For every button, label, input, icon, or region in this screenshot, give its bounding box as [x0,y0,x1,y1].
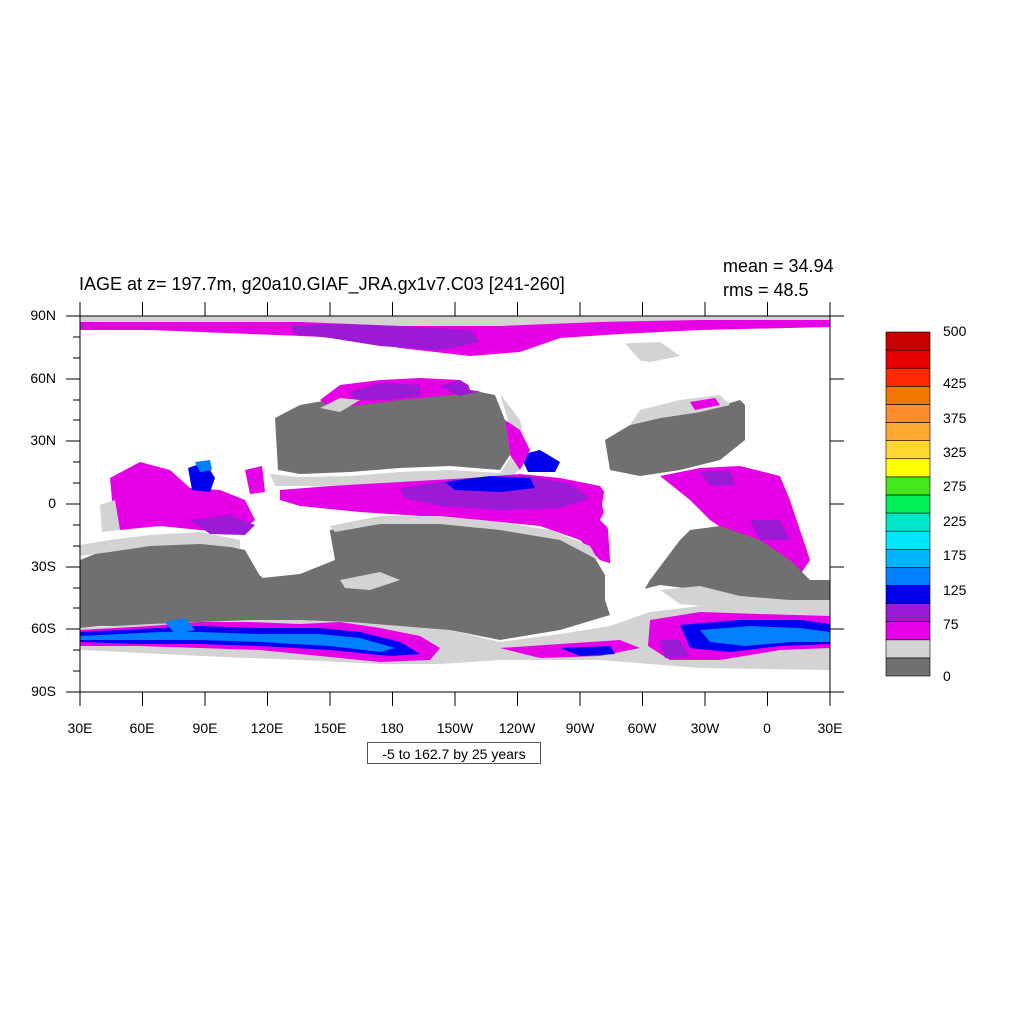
y-tick-label: 90N [30,307,56,323]
colorbar-swatch [885,331,931,351]
arctic-light-band [80,316,830,326]
colorbar-swatch [885,349,931,369]
y-tick-label: 30N [30,432,56,448]
colorbar-label: 325 [943,444,967,460]
colorbar-swatch [885,386,931,405]
southern-ocean-light [80,606,830,670]
x-tick-label: 60E [129,720,155,736]
colorbar-label: 0 [943,668,951,684]
x-tick-label: 90W [565,720,595,736]
colorbar-swatch [885,512,931,532]
map-ticks [66,302,844,706]
x-tick-label: 150E [313,720,347,736]
colorbar-swatch [885,639,931,659]
colorbar-label: 75 [943,616,959,632]
colorbar-swatch [885,548,931,568]
x-tick-label: 60W [627,720,657,736]
x-tick-label: 30E [67,720,93,736]
y-tick-label: 30S [31,558,56,574]
y-tick-label: 60S [31,620,56,636]
y-tick-label: 60N [30,370,56,386]
rms-label: rms = 48.5 [723,280,809,300]
equatorial-pacific-purple [400,476,590,510]
colorbar-swatch [885,657,931,677]
colorbar-swatch [885,567,931,586]
south-america [602,480,700,620]
x-tick-label: 30E [817,720,843,736]
colorbar-swatch [885,367,931,387]
y-tick-label: 90S [31,683,56,699]
africa-europe [745,390,830,560]
contour-interval-note: -5 to 162.7 by 25 years [367,742,541,764]
colorbar-swatch [885,585,931,604]
equatorial-pacific-blue [445,476,535,492]
arctic-purple-patch [290,324,480,350]
colorbar-label: 500 [943,323,967,339]
colorbar-label: 425 [943,375,967,391]
x-tick-label: 180 [380,720,404,736]
colorbar [885,331,931,677]
colorbar-swatch [885,621,931,641]
australia [250,532,335,578]
north-atlantic-gyre [605,400,750,476]
x-tick-label: 120W [498,720,536,736]
colorbar-swatch [885,476,931,496]
x-tick-label: 0 [763,720,771,736]
colorbar-swatch [885,422,931,441]
map-minor-ticks [73,336,80,672]
colorbar-label: 275 [943,478,967,494]
north-america [460,338,640,470]
antarctica [80,650,830,692]
colorbar-label: 125 [943,582,967,598]
asia [80,330,300,480]
x-tick-label: 150W [436,720,474,736]
colorbar-label: 375 [943,410,967,426]
colorbar-label: 225 [943,513,967,529]
colorbar-swatch [885,404,931,423]
colorbar-swatch [885,494,931,514]
x-tick-label: 120E [250,720,284,736]
colorbar-swatch [885,603,931,622]
y-tick-label: 0 [48,495,56,511]
mean-label: mean = 34.94 [723,256,834,276]
colorbar-swatch [885,458,931,478]
x-tick-label: 90E [192,720,218,736]
south-pacific-light-edge [330,516,598,560]
plot-title: IAGE at z= 197.7m, g20a10.GIAF_JRA.gx1v7… [79,274,565,294]
colorbar-label: 175 [943,547,967,563]
south-atlantic-gyre [640,526,830,605]
indian-ocean-magenta [105,462,255,532]
x-tick-label: 30W [690,720,720,736]
ocean-field [80,316,830,692]
southern-ocean-azure [80,632,395,652]
colorbar-swatch [885,440,931,460]
north-pacific-gyre [275,390,510,474]
colorbar-swatch [885,530,931,550]
